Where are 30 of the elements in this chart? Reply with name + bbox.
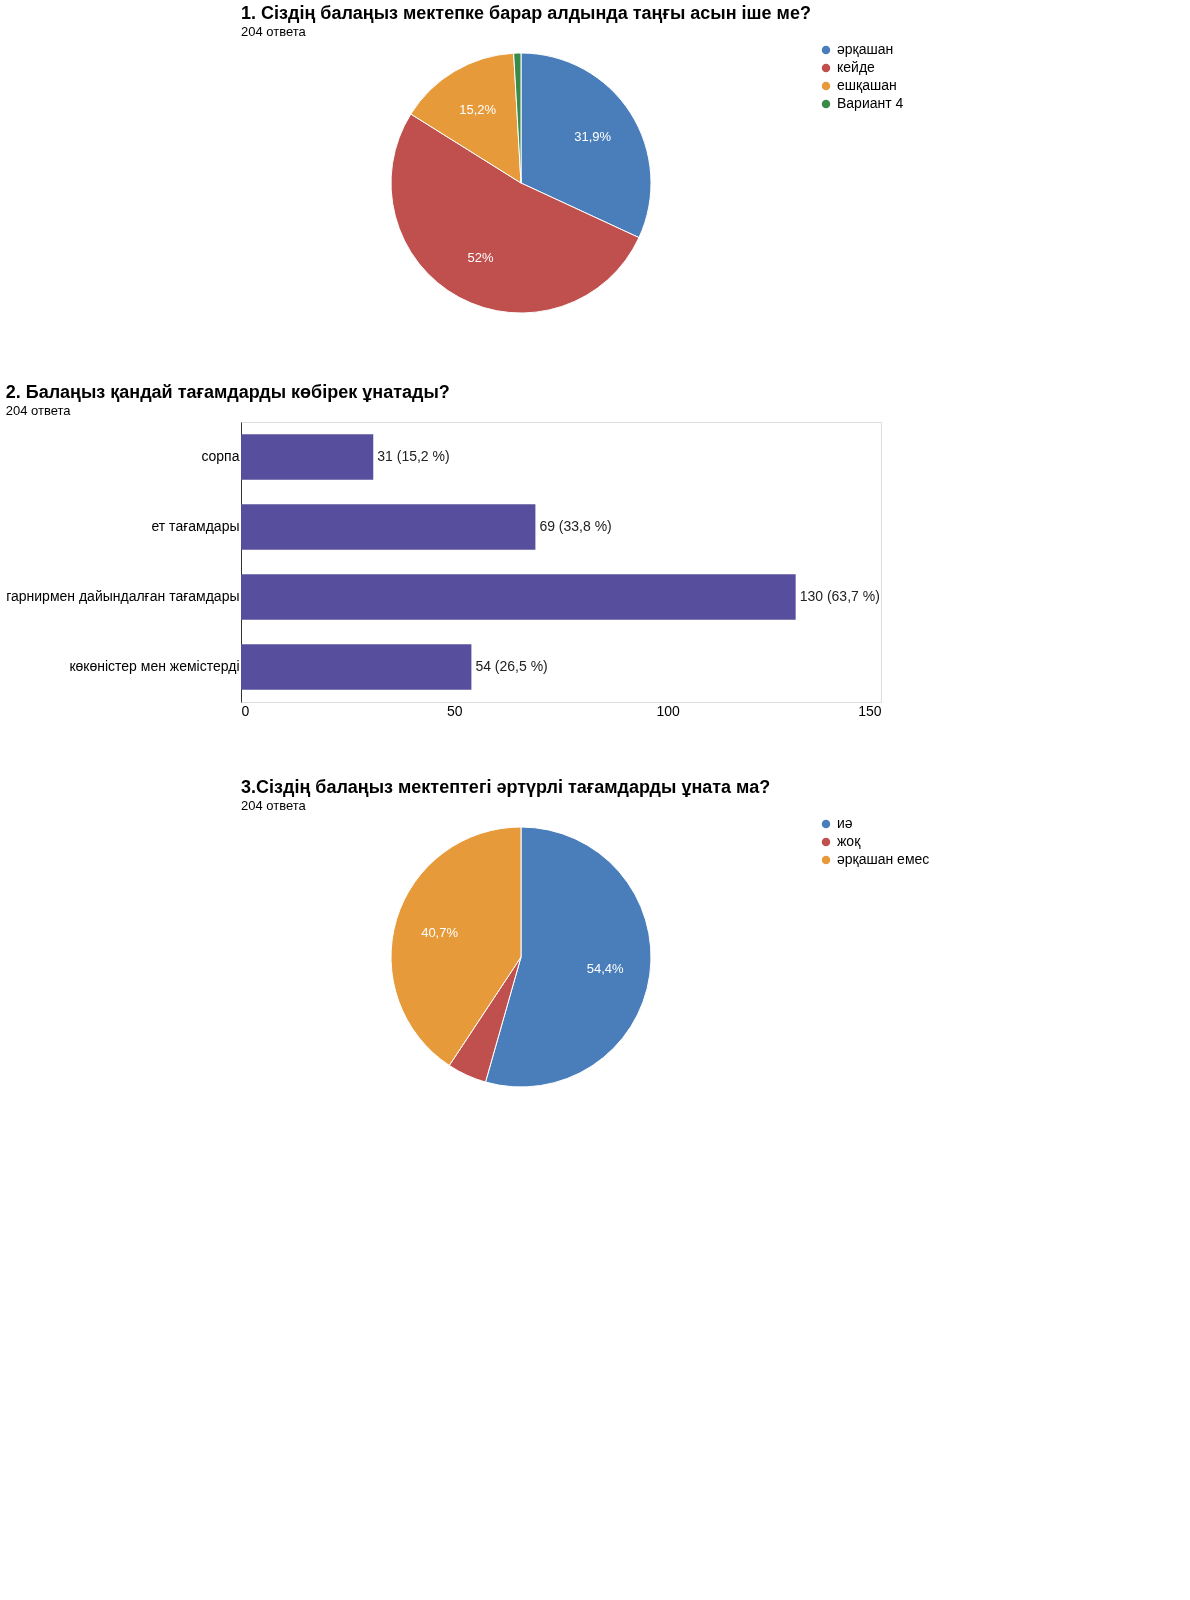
legend-label: жоқ (837, 833, 862, 849)
legend-label: иә (837, 815, 853, 831)
data-label: 31 (15,2 %) (377, 448, 450, 464)
x-tick-label: 100 (656, 702, 681, 719)
chart-title: 2. Балаңыз қандай тағамдарды көбірек ұнатады? (5, 382, 450, 402)
data-label: 40,7% (421, 924, 459, 940)
data-label: 54,4% (586, 960, 625, 976)
data-label: 130 (63,7 %) (799, 588, 880, 604)
x-tick-label: 50 (447, 702, 463, 719)
data-label: 69 (33,8 %) (539, 518, 612, 534)
legend-label: әрқашан (837, 41, 894, 57)
legend-label: Вариант 4 (837, 95, 904, 111)
legend-label: кейде (837, 59, 876, 75)
y-tick-label: гарнирмен дайындалған тағамдары (6, 588, 240, 604)
legend-label: әрқашан емес (837, 851, 930, 867)
x-tick-label: 0 (241, 702, 250, 719)
y-tick-label: сорпа (201, 448, 240, 464)
text: 204 ответа (5, 403, 72, 418)
text: 204 ответа (241, 24, 307, 39)
data-label: 15,2% (459, 101, 497, 117)
data-label: 52% (467, 249, 494, 265)
legend-label: ешқашан (837, 77, 897, 93)
x-tick-label: 150 (858, 702, 882, 719)
data-label: 54 (26,5 %) (475, 658, 548, 674)
text: 204 ответа (241, 798, 307, 813)
y-tick-label: көкөністер мен жемістерді (69, 658, 240, 674)
y-tick-label: ет тағамдары (151, 518, 240, 534)
chart-title: 1. Сіздің балаңыз мектепке барар алдында таңғы асын іше ме? (241, 3, 811, 23)
data-label: 31,9% (574, 129, 612, 145)
chart-title: 3.Сіздің балаңыз мектептегі әртүрлі тағамдарды ұната ма? (241, 777, 771, 797)
